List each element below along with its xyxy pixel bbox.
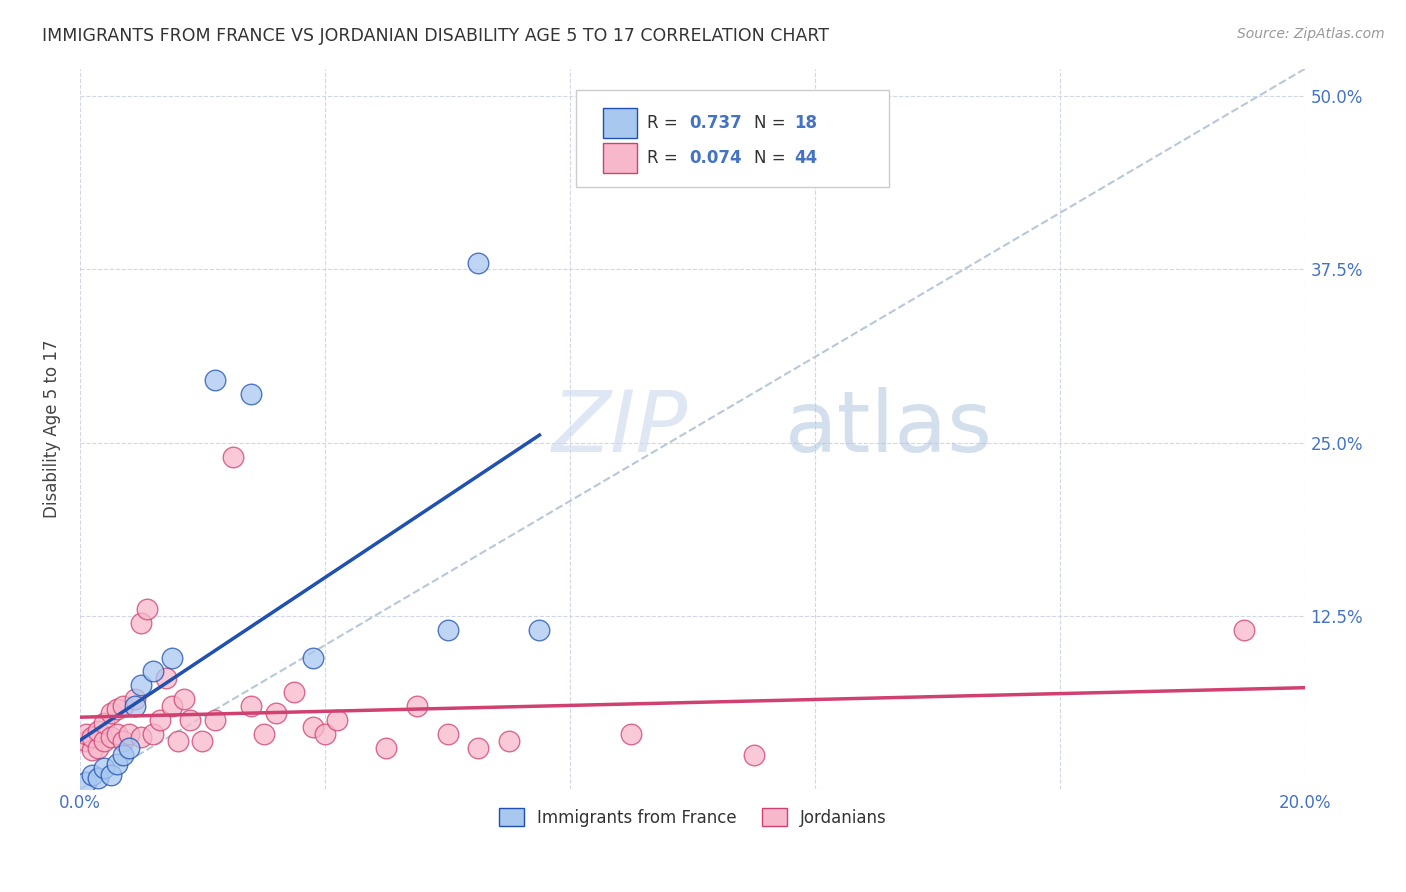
Point xyxy=(75,727,97,741)
Point xyxy=(148,713,170,727)
Point xyxy=(87,724,110,739)
Legend: Immigrants from France, Jordanians: Immigrants from France, Jordanians xyxy=(491,800,896,835)
Point xyxy=(204,713,226,727)
Point xyxy=(82,743,104,757)
Point xyxy=(301,720,323,734)
Point xyxy=(240,387,263,401)
Point xyxy=(82,730,104,744)
Point xyxy=(75,775,97,789)
Point xyxy=(191,733,214,747)
Point xyxy=(467,740,489,755)
Text: N =: N = xyxy=(754,149,790,167)
Point xyxy=(105,727,128,741)
Point xyxy=(222,450,245,464)
Point xyxy=(375,740,398,755)
Point xyxy=(160,650,183,665)
Text: 0.737: 0.737 xyxy=(689,114,742,132)
Text: R =: R = xyxy=(647,149,683,167)
Point xyxy=(179,713,201,727)
Text: atlas: atlas xyxy=(785,387,993,470)
Text: ZIP: ZIP xyxy=(551,387,688,470)
Text: N =: N = xyxy=(754,114,790,132)
Point xyxy=(118,740,141,755)
FancyBboxPatch shape xyxy=(603,143,637,173)
Point xyxy=(75,733,97,747)
Point xyxy=(467,255,489,269)
FancyBboxPatch shape xyxy=(576,90,889,187)
Point xyxy=(406,699,429,714)
Point xyxy=(253,727,276,741)
Point xyxy=(100,730,122,744)
Y-axis label: Disability Age 5 to 17: Disability Age 5 to 17 xyxy=(44,340,60,518)
Text: 0.074: 0.074 xyxy=(689,149,741,167)
Point xyxy=(111,733,134,747)
Point xyxy=(111,699,134,714)
Point xyxy=(326,713,349,727)
Point xyxy=(742,747,765,762)
Text: IMMIGRANTS FROM FRANCE VS JORDANIAN DISABILITY AGE 5 TO 17 CORRELATION CHART: IMMIGRANTS FROM FRANCE VS JORDANIAN DISA… xyxy=(42,27,830,45)
Point xyxy=(498,733,520,747)
Point xyxy=(240,699,263,714)
Point xyxy=(160,699,183,714)
Point xyxy=(155,671,177,685)
Point xyxy=(93,733,115,747)
Point xyxy=(167,733,190,747)
Point xyxy=(93,761,115,775)
Point xyxy=(301,650,323,665)
Point xyxy=(87,740,110,755)
Point xyxy=(136,602,159,616)
FancyBboxPatch shape xyxy=(603,108,637,138)
Point xyxy=(82,768,104,782)
Point xyxy=(620,727,643,741)
Point xyxy=(87,771,110,785)
Point xyxy=(129,615,152,630)
Point xyxy=(283,685,305,699)
Point xyxy=(129,678,152,692)
Point xyxy=(204,373,226,387)
Point xyxy=(173,692,195,706)
Point xyxy=(142,665,165,679)
Text: Source: ZipAtlas.com: Source: ZipAtlas.com xyxy=(1237,27,1385,41)
Point xyxy=(118,727,141,741)
Point xyxy=(100,706,122,720)
Point xyxy=(1233,623,1256,637)
Point xyxy=(529,623,551,637)
Text: 18: 18 xyxy=(794,114,817,132)
Point xyxy=(105,757,128,772)
Text: R =: R = xyxy=(647,114,683,132)
Point xyxy=(100,768,122,782)
Point xyxy=(129,730,152,744)
Point xyxy=(124,692,146,706)
Point xyxy=(93,715,115,730)
Point xyxy=(314,727,336,741)
Point xyxy=(436,623,458,637)
Point xyxy=(105,702,128,716)
Point xyxy=(436,727,458,741)
Point xyxy=(111,747,134,762)
Text: 44: 44 xyxy=(794,149,818,167)
Point xyxy=(264,706,287,720)
Point xyxy=(142,727,165,741)
Point xyxy=(124,699,146,714)
